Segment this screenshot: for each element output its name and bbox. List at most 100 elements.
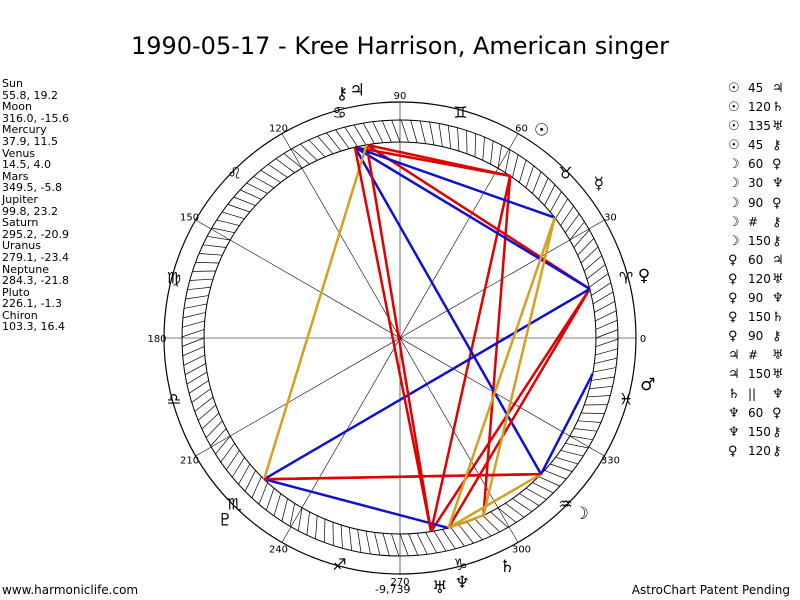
degree-label: 30	[604, 213, 617, 224]
degree-tick	[184, 304, 207, 308]
degree-tick	[442, 529, 455, 549]
degree-tick	[587, 396, 610, 397]
degree-tick	[228, 204, 250, 212]
degree-tick	[184, 355, 205, 365]
degree-tick	[247, 183, 268, 193]
aspect-line	[355, 147, 431, 531]
degree-tick	[532, 172, 541, 194]
degree-tick	[561, 450, 584, 456]
degree-tick	[266, 488, 274, 510]
degree-tick	[426, 532, 437, 553]
sign-glyph-icon: ♓	[619, 390, 633, 409]
degree-tick	[505, 503, 524, 517]
degree-tick	[409, 534, 418, 555]
planet-glyph-icon: ♂	[640, 375, 655, 395]
degree-tick	[589, 386, 612, 388]
degree-tick	[400, 534, 408, 556]
degree-tick	[392, 120, 400, 142]
degree-tick	[519, 160, 526, 182]
planet-glyph-icon: ⚷	[336, 84, 348, 104]
degree-tick	[292, 149, 310, 165]
degree-tick	[284, 154, 302, 169]
degree-tick	[187, 287, 210, 289]
degree-tick	[183, 312, 206, 317]
patent-notice: AstroChart Patent Pending	[632, 583, 790, 597]
sign-glyph-icon: ♒	[558, 494, 572, 513]
degree-tick	[234, 197, 256, 206]
degree-tick	[596, 330, 618, 338]
degree-tick	[239, 464, 250, 484]
planet-glyph-icon: ♇	[218, 511, 233, 531]
degree-tick	[595, 311, 616, 321]
degree-tick	[593, 368, 616, 372]
degree-label: 210	[180, 456, 199, 467]
degree-tick	[574, 230, 590, 248]
degree-tick	[420, 121, 425, 144]
degree-tick	[581, 413, 604, 414]
planet-glyph-icon: ♀	[638, 266, 650, 286]
degree-tick	[182, 338, 204, 346]
degree-tick	[439, 124, 442, 147]
degree-tick	[274, 493, 281, 515]
degree-tick	[532, 483, 553, 493]
degree-tick	[182, 329, 204, 336]
degree-tick	[254, 177, 274, 188]
degree-tick	[245, 470, 255, 491]
degree-tick	[505, 150, 510, 173]
degree-tick	[555, 199, 567, 219]
degree-tick	[591, 377, 614, 380]
degree-tick	[366, 531, 370, 554]
sign-glyph-icon: ♑	[453, 555, 467, 574]
planet-glyph-icon: ☿	[594, 174, 604, 194]
planet-glyphs: ☉☽☿♀♂♃♄♅ ♆♇⚷	[218, 81, 656, 598]
degree-tick	[475, 134, 476, 157]
sign-glyph-icon: ♐	[332, 555, 346, 574]
degree-tick	[182, 321, 204, 327]
degree-tick	[382, 121, 391, 142]
degree-tick	[578, 421, 601, 423]
degree-tick	[186, 296, 209, 299]
degree-tick	[307, 512, 310, 535]
degree-tick	[512, 499, 531, 512]
degree-tick	[570, 222, 585, 240]
sign-glyph-icon: ♉	[558, 164, 572, 183]
degree-tick	[345, 127, 358, 147]
degree-tick	[411, 120, 417, 142]
degree-tick	[203, 245, 226, 248]
aspect-line	[264, 474, 541, 479]
degree-tick	[282, 499, 288, 522]
degree-tick	[591, 283, 611, 296]
planet-glyph-icon: ♃	[349, 81, 364, 101]
degree-tick	[211, 429, 227, 447]
degree-tick	[190, 279, 213, 280]
degree-tick	[327, 133, 342, 151]
degree-tick	[221, 443, 235, 462]
degree-tick	[448, 125, 450, 148]
sign-glyph-icon: ♎	[167, 390, 181, 409]
degree-label: 0	[640, 334, 646, 345]
degree-tick	[226, 450, 239, 469]
planet-glyph-icon: ♆	[455, 573, 470, 593]
website-link[interactable]: www.harmoniclife.com	[2, 583, 138, 597]
degree-tick	[483, 137, 485, 160]
degree-tick	[539, 477, 560, 487]
degree-tick	[222, 212, 244, 219]
degree-tick	[459, 525, 474, 543]
degree-label: 150	[180, 213, 199, 224]
sign-glyph-icon: ♋	[332, 103, 346, 122]
degree-tick	[374, 532, 379, 555]
degree-tick	[595, 349, 617, 355]
degree-tick	[417, 533, 427, 554]
degree-label: 180	[147, 334, 166, 345]
degree-tick	[550, 464, 572, 472]
degree-tick	[217, 220, 240, 226]
sign-glyph-icon: ♍	[167, 268, 181, 287]
degree-tick	[252, 477, 262, 498]
degree-tick	[261, 170, 281, 182]
degree-label: 240	[269, 544, 288, 555]
degree-tick	[526, 488, 546, 499]
degree-tick	[561, 206, 574, 225]
degree-tick	[358, 529, 361, 552]
degree-tick	[498, 508, 516, 523]
